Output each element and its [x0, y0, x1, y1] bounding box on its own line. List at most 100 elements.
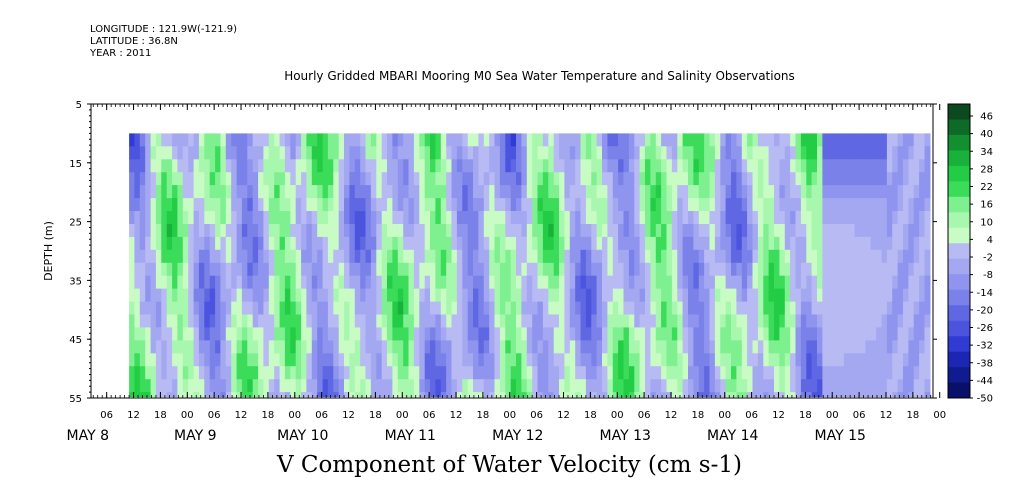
heat-cell — [387, 133, 393, 147]
heat-cell — [510, 262, 517, 277]
heat-cell — [381, 133, 388, 147]
heat-cell — [376, 249, 383, 264]
heat-cell — [795, 236, 802, 251]
heat-cell — [327, 314, 334, 328]
heat-cell — [338, 301, 345, 316]
heat-cell — [247, 275, 254, 290]
heat-cell — [397, 185, 404, 199]
heat-cell — [430, 146, 436, 160]
heat-cell — [209, 353, 216, 367]
heat-cell — [408, 340, 415, 354]
heat-cell — [440, 159, 447, 173]
heat-cell — [177, 327, 184, 341]
heat-cell — [628, 288, 635, 303]
heat-cell — [247, 392, 254, 397]
heat-cell — [344, 133, 350, 147]
heat-cell — [413, 159, 420, 173]
heat-cell — [252, 262, 259, 277]
heat-cell — [790, 198, 797, 212]
heat-cell — [774, 236, 780, 251]
heat-cell — [860, 353, 866, 367]
heat-cell — [698, 327, 705, 341]
heat-cell — [548, 198, 555, 212]
heat-cell — [161, 133, 168, 147]
heat-cell — [532, 314, 539, 328]
heat-cell — [800, 392, 807, 397]
heat-cell — [645, 392, 651, 397]
heat-cell — [182, 249, 189, 264]
heat-cell — [731, 288, 737, 303]
heat-cell — [569, 392, 576, 397]
heat-cell — [559, 159, 565, 173]
heat-cell — [790, 327, 797, 341]
heat-cell — [655, 288, 662, 303]
heat-cell — [521, 159, 528, 173]
heat-cell — [268, 275, 275, 290]
heat-cell — [838, 327, 845, 341]
heat-cell — [822, 249, 829, 264]
heat-cell — [462, 198, 469, 212]
heat-cell — [150, 301, 157, 316]
heat-cell — [327, 159, 334, 173]
heat-cell — [155, 288, 162, 303]
heat-cell — [397, 172, 404, 186]
heat-cell — [752, 275, 759, 290]
heat-cell — [612, 353, 619, 367]
colorbar-swatch — [948, 165, 970, 182]
heat-cell — [225, 133, 232, 147]
heat-cell — [365, 353, 372, 367]
heat-cell — [220, 159, 227, 173]
heat-cell — [413, 146, 420, 160]
heat-cell — [301, 340, 308, 354]
heat-cell — [456, 146, 463, 160]
heat-cell — [317, 327, 324, 341]
heat-cell — [704, 379, 711, 393]
heat-cell — [741, 133, 748, 147]
heat-cell — [747, 301, 754, 316]
heat-cell — [892, 340, 899, 354]
heat-cell — [215, 172, 222, 186]
heat-cell — [145, 366, 152, 380]
heat-cell — [827, 224, 834, 238]
heat-cell — [333, 301, 340, 316]
heat-cell — [811, 133, 818, 147]
heat-cell — [903, 262, 909, 277]
heat-cell — [322, 262, 329, 277]
heat-cell — [456, 392, 463, 397]
heat-cell — [645, 224, 651, 238]
heat-cell — [639, 366, 646, 380]
heat-cell — [655, 159, 662, 173]
heat-cell — [774, 211, 780, 225]
heat-cell — [768, 288, 775, 303]
heat-cell — [779, 340, 786, 354]
heat-cell — [473, 224, 479, 238]
heat-cell — [704, 211, 711, 225]
heat-cell — [618, 366, 625, 380]
heat-cell — [516, 249, 522, 264]
heat-cell — [897, 327, 904, 341]
heat-cell — [387, 159, 393, 173]
heat-cell — [268, 211, 275, 225]
heat-cell — [516, 301, 522, 316]
heat-cell — [881, 224, 888, 238]
heat-cell — [585, 146, 592, 160]
heat-cell — [295, 366, 302, 380]
heat-cell — [333, 288, 340, 303]
heat-cell — [413, 249, 420, 264]
heat-cell — [274, 185, 281, 199]
heat-cell — [553, 301, 560, 316]
heat-cell — [317, 159, 324, 173]
heat-cell — [241, 198, 248, 212]
heat-cell — [166, 314, 173, 328]
heat-cell — [376, 353, 383, 367]
heat-cell — [354, 185, 361, 199]
heat-cell — [645, 301, 651, 316]
heat-cell — [376, 379, 383, 393]
heat-cell — [795, 224, 802, 238]
heat-cell — [822, 133, 829, 147]
heat-cell — [553, 236, 560, 251]
heat-cell — [376, 146, 383, 160]
heat-cell — [284, 327, 291, 341]
heat-cell — [774, 133, 780, 147]
heat-cell — [462, 172, 469, 186]
